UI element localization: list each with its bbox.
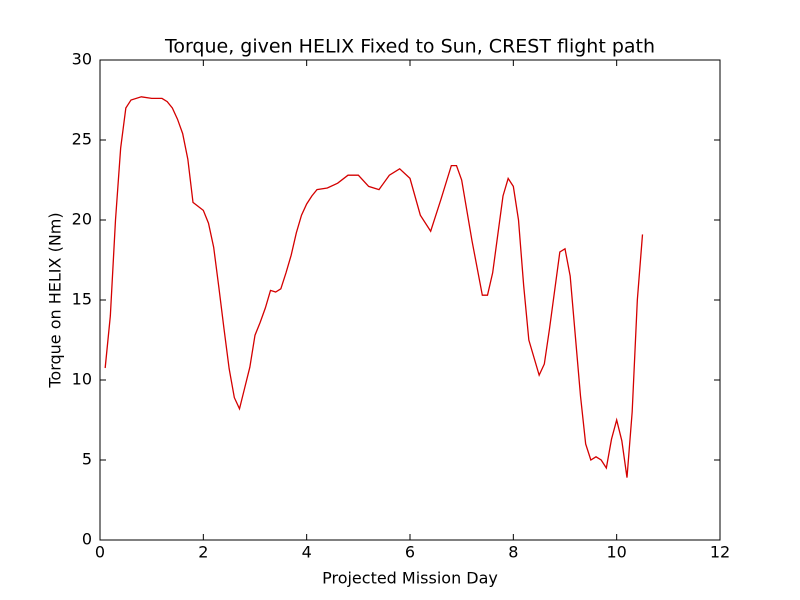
x-tick-label: 8 xyxy=(508,543,518,562)
y-tick-label: 30 xyxy=(72,50,92,69)
y-tick-label: 20 xyxy=(72,210,92,229)
x-tick-label: 6 xyxy=(405,543,415,562)
y-tick-label: 10 xyxy=(72,370,92,389)
chart-title: Torque, given HELIX Fixed to Sun, CREST … xyxy=(164,36,655,58)
data-line xyxy=(104,96,644,478)
y-tick-label: 5 xyxy=(82,450,92,469)
x-tick-label: 12 xyxy=(710,543,730,562)
axes-frame xyxy=(99,59,721,541)
y-tick-label: 25 xyxy=(72,130,92,149)
y-axis-label: Torque on HELIX (Nm) xyxy=(46,212,65,388)
x-tick-label: 0 xyxy=(95,543,105,562)
plot-area: 0 2 4 6 8 10 12 0 5 10 15 20 25 30 xyxy=(72,50,731,562)
x-tick-label: 10 xyxy=(606,543,626,562)
x-tick-label: 4 xyxy=(302,543,312,562)
x-axis-label: Projected Mission Day xyxy=(322,569,498,588)
x-tick-label: 2 xyxy=(198,543,208,562)
y-tick-label: 0 xyxy=(82,530,92,549)
y-tick-label: 15 xyxy=(72,290,92,309)
